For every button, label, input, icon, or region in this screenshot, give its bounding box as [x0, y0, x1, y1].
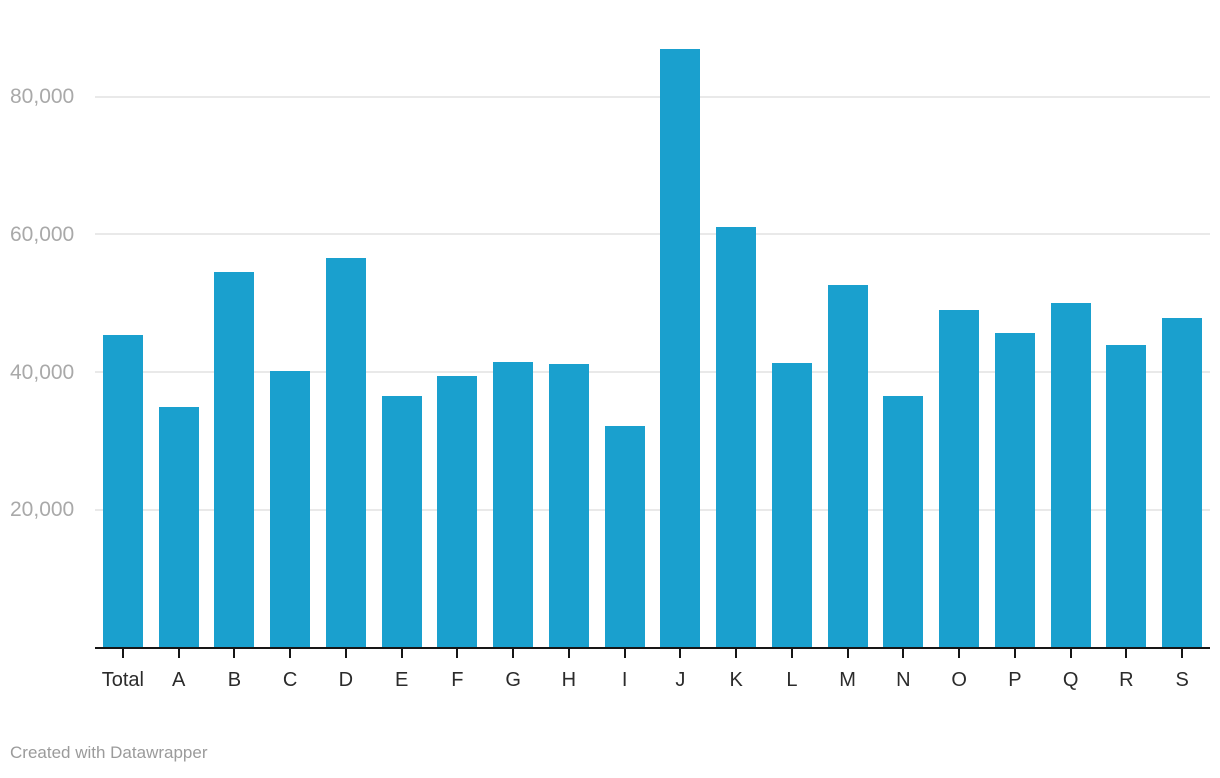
x-axis-tick: [567, 648, 570, 658]
x-axis-tick: [177, 648, 180, 658]
bar-o[interactable]: [939, 310, 980, 648]
x-axis-tick: [121, 648, 124, 658]
gridline: [95, 508, 1210, 511]
x-axis-tick-label: M: [839, 669, 856, 691]
x-axis-tick-label: B: [227, 669, 242, 691]
x-axis-tick-label: S: [1175, 669, 1189, 691]
x-axis-tick-label: N: [896, 669, 911, 691]
gridline: [95, 95, 1210, 98]
x-axis-tick: [1125, 648, 1128, 658]
x-axis-tick-label: L: [786, 669, 798, 691]
bar-n[interactable]: [883, 396, 924, 648]
gridline: [95, 371, 1210, 374]
x-axis-tick: [1069, 648, 1072, 658]
x-axis-tick: [344, 648, 347, 658]
x-axis-tick: [958, 648, 961, 658]
bar-i[interactable]: [604, 425, 645, 648]
gridline: [95, 233, 1210, 236]
x-axis-tick-label: F: [451, 669, 464, 691]
x-axis-tick: [679, 648, 682, 658]
bar-g[interactable]: [493, 362, 534, 648]
x-axis-tick-label: E: [394, 669, 409, 691]
x-axis-tick: [456, 648, 459, 658]
bar-a[interactable]: [158, 406, 199, 648]
y-axis-tick-label: 60,000: [10, 222, 75, 246]
x-axis-tick: [846, 648, 849, 658]
bar-f[interactable]: [437, 375, 478, 648]
datawrapper-credit-link[interactable]: Created with Datawrapper: [10, 743, 208, 762]
bar-e[interactable]: [381, 395, 422, 648]
x-axis-tick: [233, 648, 236, 658]
x-axis-tick: [623, 648, 626, 658]
bar-m[interactable]: [827, 284, 868, 648]
x-axis-tick: [1181, 648, 1184, 658]
bar-b[interactable]: [214, 272, 255, 648]
x-axis-tick-label: G: [505, 669, 521, 691]
chart-footer: Created with Datawrapper: [10, 742, 207, 764]
y-axis-tick-label: 40,000: [10, 360, 75, 384]
y-axis-tick-label: 20,000: [10, 498, 75, 522]
x-axis-tick-label: H: [561, 669, 577, 691]
x-axis-tick-label: I: [621, 669, 628, 691]
x-axis-tick-label: A: [171, 669, 186, 691]
bar-d[interactable]: [325, 258, 366, 648]
y-axis-tick-label: 80,000: [10, 85, 75, 109]
bar-k[interactable]: [716, 226, 757, 648]
bar-c[interactable]: [270, 371, 311, 648]
x-axis-tick-label: J: [675, 669, 686, 691]
x-axis-tick-label: Total: [101, 669, 144, 691]
x-axis-tick-label: R: [1119, 669, 1134, 691]
x-axis-tick: [902, 648, 905, 658]
x-axis-tick: [790, 648, 793, 658]
x-axis-tick-label: Q: [1062, 669, 1079, 691]
bar-p[interactable]: [994, 332, 1035, 648]
x-axis-tick-label: O: [951, 669, 967, 691]
x-axis-tick-label: D: [338, 669, 354, 691]
x-axis-tick: [289, 648, 292, 658]
x-axis-tick: [512, 648, 515, 658]
x-axis-line: [95, 646, 1210, 649]
x-axis-tick-label: K: [729, 669, 743, 691]
bar-total[interactable]: [102, 334, 143, 648]
x-axis-tick: [400, 648, 403, 658]
bar-j[interactable]: [660, 48, 701, 648]
bar-q[interactable]: [1050, 303, 1091, 648]
bar-h[interactable]: [548, 363, 589, 648]
x-axis-tick-label: C: [282, 669, 298, 691]
x-axis-tick: [735, 648, 738, 658]
x-axis-tick-label: P: [1008, 669, 1022, 691]
bar-r[interactable]: [1106, 345, 1147, 648]
bar-s[interactable]: [1162, 317, 1203, 648]
x-axis-tick: [1013, 648, 1016, 658]
bar-l[interactable]: [771, 363, 812, 648]
